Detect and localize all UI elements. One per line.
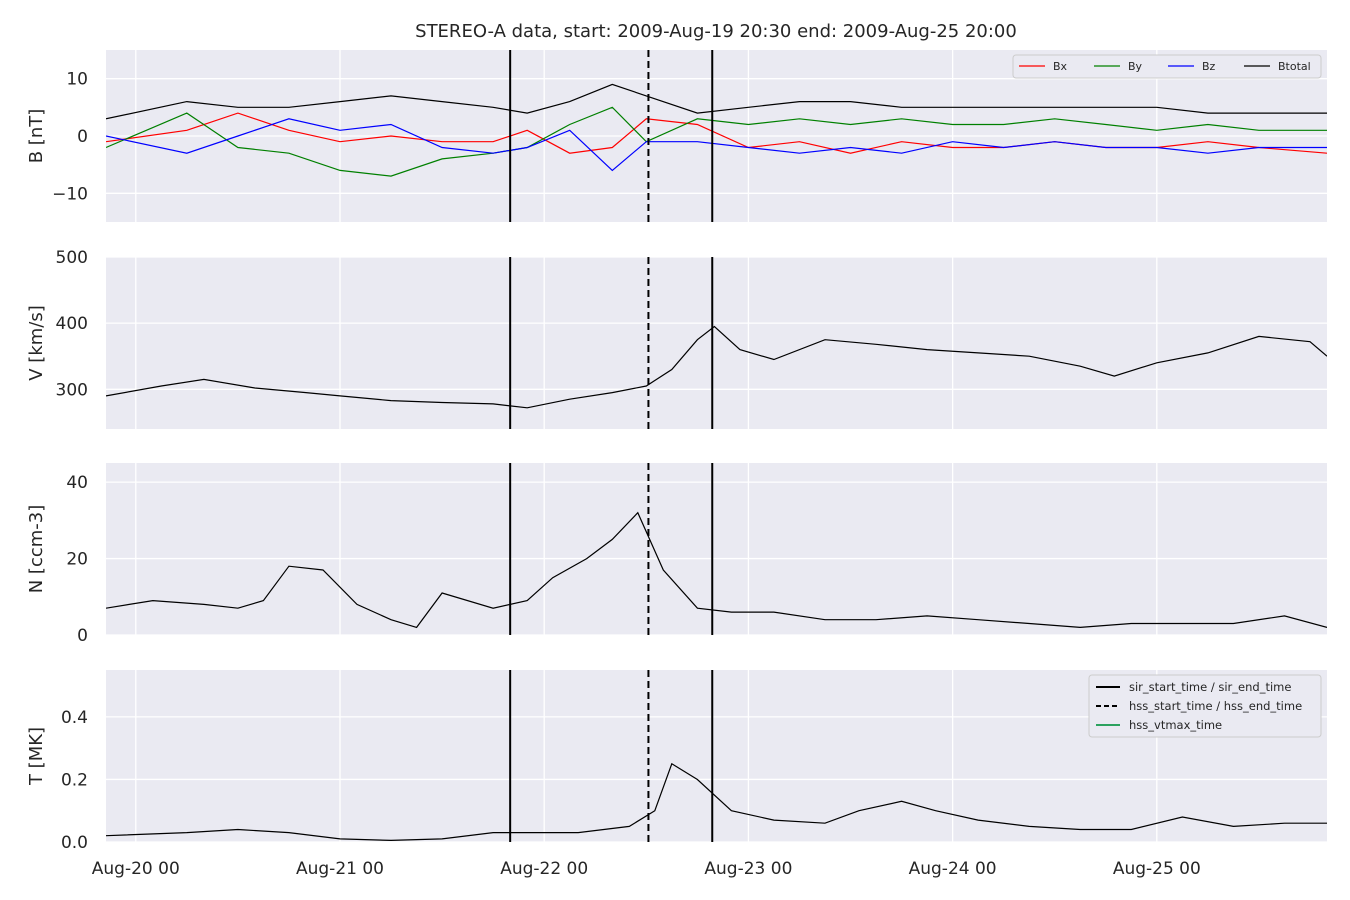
series-line-btotal [106, 83, 1327, 120]
legend-label: sir_start_time / sir_end_time [1129, 680, 1291, 694]
x-tick-label: Aug-25 00 [1113, 859, 1201, 879]
legend-box [1012, 54, 1322, 79]
y-tick-label: 0 [77, 626, 88, 646]
series-line-data [106, 325, 1327, 409]
panel-0: −10 0 10 B [nT] Bx By Bz Btotal [26, 50, 1327, 222]
event-legend: sir_start_time / sir_end_time hss_start_t… [1088, 674, 1322, 738]
y-tick-label: 400 [56, 314, 88, 334]
y-tick-label: −10 [52, 184, 88, 204]
y-tick-label: 0.4 [61, 708, 88, 728]
panel-1: 300 400 500 V [km/s] [26, 248, 1327, 429]
y-axis-label: B [nT] [26, 109, 47, 164]
y-tick-label: 0.0 [61, 833, 88, 853]
y-tick-label: 300 [56, 380, 88, 400]
x-tick-label: Aug-20 00 [92, 859, 180, 879]
legend-label-btotal: Btotal [1278, 60, 1311, 73]
y-tick-label: 500 [56, 248, 88, 268]
y-tick-label: 40 [66, 473, 88, 493]
series-line-data [106, 511, 1327, 629]
y-tick-label: 0 [77, 127, 88, 147]
plot-area [106, 463, 1327, 635]
y-axis-label: V [km/s] [26, 305, 47, 380]
b-legend: Bx By Bz Btotal [1012, 54, 1322, 79]
series-line-by [106, 106, 1327, 177]
legend-label: hss_start_time / hss_end_time [1129, 699, 1302, 713]
panel-3: 0.0 0.2 0.4 T [MK] Aug-20 00 Aug-21 00 Aug-22 … [26, 670, 1327, 879]
figure-title: STEREO-A data, start: 2009-Aug-19 20:30 … [415, 21, 1017, 42]
plot-area [106, 257, 1327, 429]
legend-label: hss_vtmax_time [1129, 718, 1222, 732]
y-tick-label: 10 [66, 70, 88, 90]
x-tick-label: Aug-24 00 [909, 859, 997, 879]
series-line-data [106, 762, 1327, 842]
legend-label-by: By [1128, 60, 1143, 73]
y-axis-label: T [MK] [26, 727, 47, 786]
y-tick-label: 20 [66, 550, 88, 570]
legend-box [1088, 674, 1322, 738]
x-tick-label: Aug-23 00 [704, 859, 792, 879]
panel-2: 0 20 40 N [ccm-3] [26, 463, 1327, 646]
y-tick-label: 0.2 [61, 770, 88, 790]
x-tick-label: Aug-22 00 [500, 859, 588, 879]
y-axis-label: N [ccm-3] [26, 505, 47, 594]
series-line-bz [106, 118, 1327, 172]
legend-label-bx: Bx [1053, 60, 1068, 73]
legend-label-bz: Bz [1202, 60, 1216, 73]
x-tick-label: Aug-21 00 [296, 859, 384, 879]
